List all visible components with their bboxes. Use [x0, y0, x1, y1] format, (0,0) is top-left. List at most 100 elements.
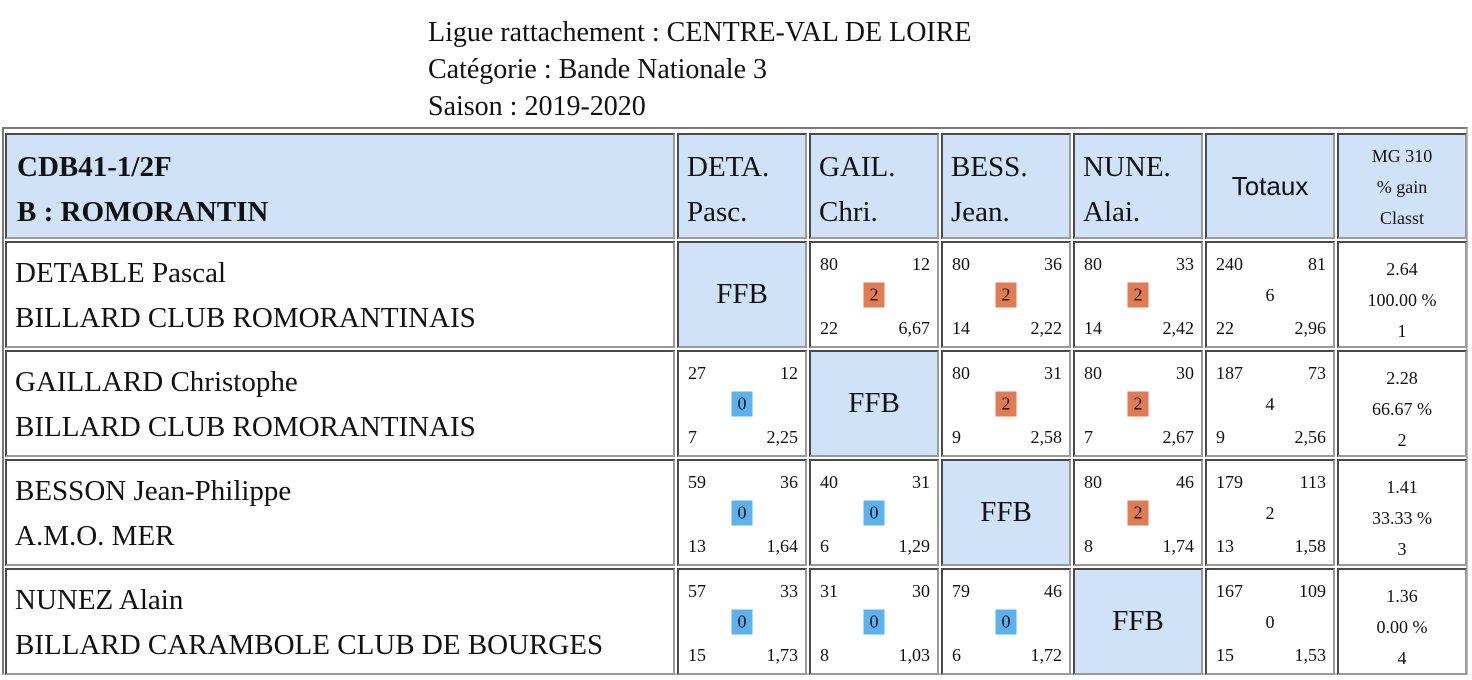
total-best-series: 81 — [1308, 254, 1326, 274]
general-average: 1.41 — [1386, 477, 1418, 497]
column-header-firstname: Pasc. — [687, 196, 748, 228]
self-match-cell: FFB — [941, 459, 1071, 566]
column-header-3: BESS. Jean. — [941, 133, 1071, 239]
match-result-loss-badge: 0 — [731, 391, 753, 416]
match-innings: 7 — [1084, 427, 1093, 447]
column-header-4: NUNE. Alai. — [1073, 133, 1203, 239]
ligue-label: Ligue rattachement : CENTRE-VAL DE LOIRE — [428, 17, 972, 48]
match-cell: 31 30 0 8 1,03 — [809, 568, 939, 675]
match-best-series: 36 — [1044, 254, 1062, 274]
match-best-series: 30 — [1176, 363, 1194, 383]
match-average: 1,29 — [898, 536, 931, 556]
stats-cell: 1.41 33.33 % 3 — [1337, 459, 1467, 566]
match-average: 1,64 — [766, 536, 799, 556]
match-cell: 40 31 0 6 1,29 — [809, 459, 939, 566]
team-name: B : ROMORANTIN — [17, 196, 269, 228]
match-result-loss-badge: 0 — [731, 500, 753, 525]
total-innings: 9 — [1216, 427, 1225, 447]
match-best-series: 12 — [912, 254, 930, 274]
player-club: A.M.O. MER — [15, 520, 175, 552]
total-best-series: 113 — [1299, 472, 1326, 492]
page-header: Ligue rattachement : CENTRE-VAL DE LOIRE… — [428, 14, 972, 125]
general-average: 2.64 — [1386, 259, 1418, 279]
totals-cell: 187 73 4 9 2,56 — [1205, 350, 1335, 457]
total-innings: 13 — [1216, 536, 1234, 556]
match-best-series: 30 — [912, 581, 930, 601]
stats-header: MG 310 % gain Classt — [1337, 133, 1467, 239]
win-percentage: 0.00 % — [1376, 617, 1428, 637]
match-result-win-badge: 2 — [863, 282, 885, 307]
total-best-series: 109 — [1299, 581, 1326, 601]
match-cell: 79 46 0 6 1,72 — [941, 568, 1071, 675]
totals-cell: 240 81 6 22 2,96 — [1205, 241, 1335, 348]
player-club: BILLARD CLUB ROMORANTINAIS — [15, 302, 476, 334]
player-name: GAILLARD Christophe — [15, 366, 298, 398]
match-innings: 7 — [688, 427, 697, 447]
total-result-points: 2 — [1265, 502, 1275, 523]
match-points: 80 — [952, 363, 970, 383]
match-innings: 22 — [820, 318, 838, 338]
match-result-loss-badge: 0 — [731, 609, 753, 634]
player-cell: GAILLARD Christophe BILLARD CLUB ROMORANT… — [5, 350, 675, 457]
total-innings: 15 — [1216, 645, 1234, 665]
match-innings: 6 — [820, 536, 829, 556]
match-cell: 59 36 0 13 1,64 — [677, 459, 807, 566]
player-cell: NUNEZ Alain BILLARD CARAMBOLE CLUB DE BOU… — [5, 568, 675, 675]
stats-header-line1: MG 310 — [1371, 146, 1433, 166]
self-match-cell: FFB — [677, 241, 807, 348]
saison-label: Saison : 2019-2020 — [428, 91, 646, 122]
match-average: 1,72 — [1030, 645, 1063, 665]
match-result-win-badge: 2 — [1127, 282, 1149, 307]
match-cell: 80 46 2 8 1,74 — [1073, 459, 1203, 566]
match-points: 59 — [688, 472, 706, 492]
column-header-surname: NUNE. — [1083, 151, 1171, 183]
column-header-firstname: Chri. — [819, 196, 878, 228]
match-points: 27 — [688, 363, 706, 383]
match-best-series: 31 — [912, 472, 930, 492]
match-innings: 14 — [952, 318, 970, 338]
total-average: 2,56 — [1294, 427, 1327, 447]
match-cell: 57 33 0 15 1,73 — [677, 568, 807, 675]
match-points: 79 — [952, 581, 970, 601]
self-match-cell: FFB — [809, 350, 939, 457]
player-name: BESSON Jean-Philippe — [15, 475, 292, 507]
match-average: 1,73 — [766, 645, 799, 665]
match-best-series: 33 — [1176, 254, 1194, 274]
categorie-label: Catégorie : Bande Nationale 3 — [428, 54, 767, 85]
match-best-series: 33 — [780, 581, 798, 601]
match-cell: 27 12 0 7 2,25 — [677, 350, 807, 457]
column-header-firstname: Alai. — [1083, 196, 1141, 228]
ranking: 1 — [1397, 321, 1407, 341]
total-points: 187 — [1216, 363, 1243, 383]
ranking: 2 — [1397, 430, 1407, 450]
match-points: 80 — [1084, 254, 1102, 274]
total-average: 1,58 — [1294, 536, 1327, 556]
player-cell: BESSON Jean-Philippe A.M.O. MER — [5, 459, 675, 566]
general-average: 1.36 — [1386, 586, 1418, 606]
match-best-series: 46 — [1176, 472, 1194, 492]
totals-cell: 179 113 2 13 1,58 — [1205, 459, 1335, 566]
match-result-win-badge: 2 — [1127, 500, 1149, 525]
win-percentage: 100.00 % — [1367, 290, 1437, 310]
match-best-series: 31 — [1044, 363, 1062, 383]
totals-header: Totaux — [1205, 133, 1335, 239]
match-cell: 80 30 2 7 2,67 — [1073, 350, 1203, 457]
total-result-points: 0 — [1265, 611, 1275, 632]
total-result-points: 4 — [1265, 393, 1275, 414]
match-innings: 8 — [1084, 536, 1093, 556]
player-name: NUNEZ Alain — [15, 584, 184, 616]
win-percentage: 66.67 % — [1372, 399, 1432, 419]
stats-header-line2: % gain — [1376, 177, 1428, 197]
match-result-loss-badge: 0 — [863, 500, 885, 525]
win-percentage: 33.33 % — [1372, 508, 1432, 528]
match-points: 31 — [820, 581, 838, 601]
match-average: 1,03 — [898, 645, 931, 665]
match-average: 1,74 — [1162, 536, 1195, 556]
match-innings: 14 — [1084, 318, 1102, 338]
match-points: 80 — [1084, 363, 1102, 383]
player-club: BILLARD CARAMBOLE CLUB DE BOURGES — [15, 629, 604, 661]
column-header-2: GAIL. Chri. — [809, 133, 939, 239]
team-code: CDB41-1/2F — [17, 151, 172, 183]
match-points: 57 — [688, 581, 706, 601]
total-average: 1,53 — [1294, 645, 1327, 665]
